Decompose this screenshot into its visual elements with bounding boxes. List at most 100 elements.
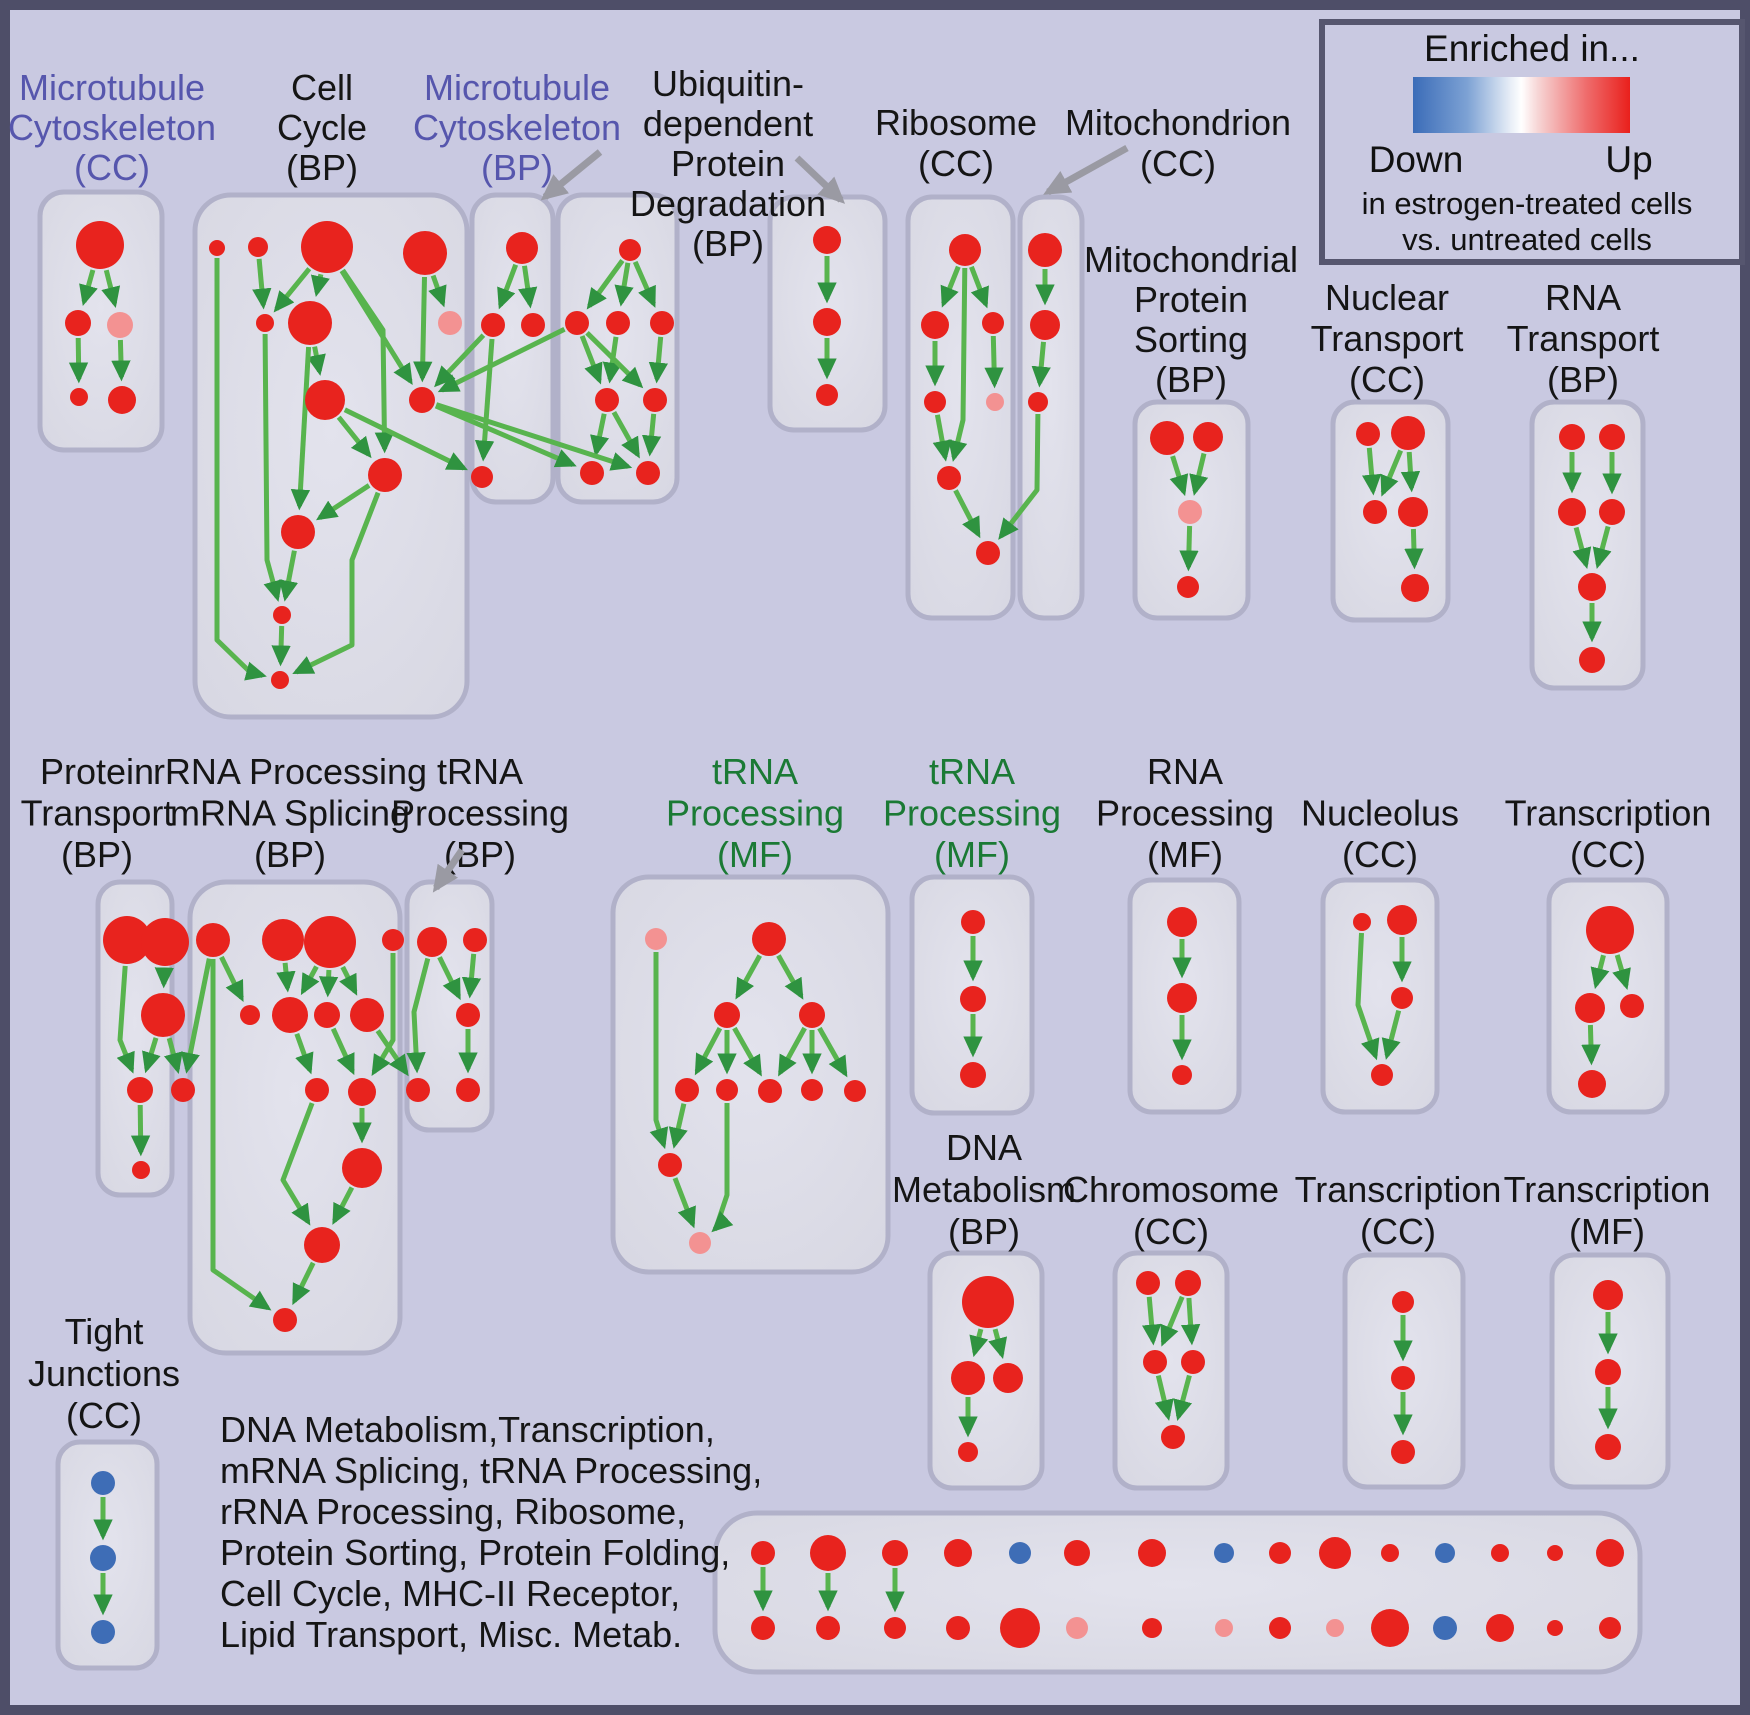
go-term-node <box>714 1002 740 1028</box>
go-term-node <box>409 387 435 413</box>
go-term-node <box>1193 422 1223 452</box>
go-term-node <box>813 226 841 254</box>
cluster-label-trna-mf-1: Processing <box>666 793 844 834</box>
go-term-node <box>288 301 332 345</box>
relation-arrow <box>1142 1296 1162 1346</box>
go-term-node <box>1620 994 1644 1018</box>
go-term-node <box>884 1617 906 1639</box>
relation-arrow <box>668 1103 688 1149</box>
relation-arrow <box>1581 1024 1601 1066</box>
go-term-node <box>1326 1619 1344 1637</box>
misc-annotation-line: Cell Cycle, MHC-II Receptor, <box>220 1573 680 1614</box>
go-term-node <box>1269 1617 1291 1639</box>
relation-arrow <box>332 1186 355 1225</box>
go-term-node <box>1028 233 1062 267</box>
go-term-node <box>1363 500 1387 524</box>
relation-arrow <box>437 326 566 393</box>
go-term-node <box>1143 1350 1167 1374</box>
relation-arrow <box>518 265 538 309</box>
cluster-label-mito-sorting: Sorting <box>1134 319 1248 360</box>
relation-arrow <box>1355 932 1380 1061</box>
go-term-node <box>976 541 1000 565</box>
go-term-node <box>1593 1280 1623 1310</box>
go-term-node <box>1398 497 1428 527</box>
cluster-label-trna-mf-1: tRNA <box>712 751 798 792</box>
go-term-node <box>1491 1544 1509 1562</box>
relation-arrow <box>590 413 610 457</box>
go-term-node <box>90 1545 116 1571</box>
go-term-node <box>305 1078 329 1102</box>
relation-arrow <box>154 967 174 989</box>
go-term-node <box>1558 498 1586 526</box>
relation-arrow <box>142 1037 161 1074</box>
go-term-node <box>304 916 356 968</box>
cluster-label-tight-junctions: Junctions <box>28 1353 180 1394</box>
relation-arrow <box>497 263 519 310</box>
go-term-node <box>314 1002 340 1028</box>
go-term-node <box>1138 1539 1166 1567</box>
cluster-label-rna-processing-mf: Processing <box>1096 793 1274 834</box>
relation-arrow <box>1154 1375 1174 1421</box>
cluster-label-nucleolus: (CC) <box>1342 834 1418 875</box>
go-term-node <box>76 221 124 269</box>
relation-arrow <box>1031 341 1051 388</box>
relation-arrow <box>280 1102 315 1226</box>
relation-arrow <box>339 269 413 386</box>
go-term-node <box>993 1363 1023 1393</box>
cluster-label-rrna-mrna: mRNA Splicing <box>170 793 410 834</box>
go-term-node <box>982 312 1004 334</box>
go-term-node <box>606 311 630 335</box>
relation-arrow <box>163 1037 183 1074</box>
go-term-node <box>1578 1070 1606 1098</box>
relation-arrow <box>1590 954 1610 990</box>
go-term-node <box>675 1078 699 1102</box>
go-term-node <box>281 515 315 549</box>
cluster-label-tight-junctions: (CC) <box>66 1395 142 1436</box>
go-term-node <box>262 919 304 961</box>
go-term-node <box>1559 424 1585 450</box>
go-term-node <box>962 1276 1014 1328</box>
go-term-node <box>751 1541 775 1565</box>
callout-arrow-trna-bp <box>432 848 465 893</box>
relation-arrow <box>988 1328 1008 1360</box>
go-term-node <box>580 461 604 485</box>
relation-arrow <box>984 335 1004 389</box>
relation-arrow <box>461 953 482 999</box>
legend-title: Enriched in... <box>1424 28 1640 69</box>
relation-arrow <box>300 965 320 996</box>
go-term-node <box>1161 1425 1185 1449</box>
cluster-label-rna-transport: Transport <box>1507 318 1660 359</box>
cluster-label-protein-transport: (BP) <box>61 834 133 875</box>
cluster-label-mt-bp: Microtubule <box>424 67 610 108</box>
go-term-node <box>937 466 961 490</box>
cluster-label-nuclear-transport: Transport <box>1311 318 1464 359</box>
go-term-node <box>273 1308 297 1332</box>
relation-arrow <box>406 957 431 1074</box>
go-term-node <box>799 1002 825 1028</box>
cluster-label-nuclear-transport: Nuclear <box>1325 277 1449 318</box>
cluster-label-trna-bp: tRNA <box>437 751 523 792</box>
relation-arrow <box>1404 528 1424 570</box>
cluster-label-transcription-cc-1: Transcription <box>1505 793 1712 834</box>
go-term-node <box>1391 1366 1415 1390</box>
cluster-label-ribosome: Ribosome <box>875 102 1037 143</box>
relation-arrow <box>1189 452 1209 496</box>
go-term-node <box>716 1079 738 1101</box>
go-term-node <box>1064 1540 1090 1566</box>
legend-down-label: Down <box>1369 139 1464 180</box>
relation-arrow <box>632 260 656 308</box>
go-term-node <box>1009 1542 1031 1564</box>
go-term-node <box>1381 1544 1399 1562</box>
relation-arrow <box>969 265 989 309</box>
misc-annotation-line: Lipid Transport, Misc. Metab. <box>220 1614 682 1655</box>
cluster-box-mt-cc <box>37 189 165 453</box>
relation-arrow <box>343 407 468 471</box>
go-term-node <box>1599 1617 1621 1639</box>
go-term-node <box>272 997 308 1033</box>
cluster-label-tight-junctions: Tight <box>65 1311 144 1352</box>
relation-arrow <box>1380 449 1404 497</box>
relation-arrow <box>1400 451 1421 493</box>
relation-arrow <box>948 267 968 462</box>
go-term-node <box>406 1078 430 1102</box>
go-term-node <box>1371 1609 1409 1647</box>
